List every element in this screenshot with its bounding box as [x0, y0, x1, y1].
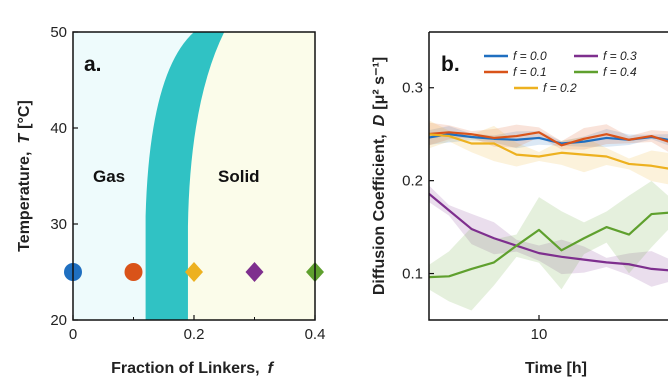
y-axis-label-b: Diffusion Coefficient, D [μ² s⁻¹] [371, 57, 388, 295]
y-axis-label-b-text: Diffusion Coefficient, [371, 134, 388, 295]
y-axis-label-a-symbol: T [16, 133, 33, 144]
y-tick-label-b: 0.2 [402, 173, 423, 190]
region-label-solid: Solid [218, 167, 260, 186]
x-axis-label-a-symbol: f [268, 360, 275, 377]
series-line-0 [429, 133, 668, 145]
y-tick-label-a: 50 [50, 24, 67, 41]
x-tick-label-a: 0.4 [305, 326, 326, 343]
x-tick-label-a: 0.2 [184, 326, 205, 343]
axis-ticks-b: 10200.10.20.3 [402, 80, 548, 343]
y-tick-label-a: 20 [50, 312, 67, 329]
panel-label-b: b. [441, 53, 460, 76]
series-lines [429, 131, 668, 279]
legend: f = 0.0 f = 0.1 f = 0.2 f = 0.3 f = 0.4 [484, 49, 637, 95]
point-marker-1 [124, 263, 143, 281]
point-marker-2 [185, 262, 203, 282]
y-tick-label-b: 0.1 [402, 266, 423, 283]
series-line-4 [429, 211, 668, 279]
plot-frame-b [428, 31, 668, 321]
legend-label-0: f = 0.0 [513, 49, 547, 63]
phase-boundary-band [145, 32, 225, 320]
confidence-band-3 [429, 185, 668, 287]
legend-label-3: f = 0.3 [603, 49, 637, 63]
panel-b-diffusion: 10200.10.20.3 b. f = 0.0f = 0.1f = 0.2f … [371, 31, 668, 377]
y-tick-label-a: 30 [50, 216, 67, 233]
legend-label-1: f = 0.1 [513, 65, 547, 79]
y-axis-label-a-text: Temperature, [16, 152, 33, 252]
series-line-3 [429, 192, 668, 272]
plot-background-b [429, 32, 668, 320]
x-axis-label-a-text: Fraction of Linkers, [111, 360, 259, 377]
series-line-1 [429, 131, 668, 147]
region-gas [73, 32, 194, 320]
x-axis-label-a: Fraction of Linkers, f [111, 360, 274, 377]
y-axis-label-a-unit: [°C] [16, 100, 33, 129]
y-axis-label-b-symbol: D [371, 114, 388, 126]
point-marker-3 [245, 262, 264, 282]
x-tick-label-b: 10 [531, 326, 548, 343]
series-line-2 [429, 133, 668, 170]
legend-label-2: f = 0.2 [543, 81, 577, 95]
y-axis-label-b-unit: [μ² s⁻¹] [371, 57, 388, 110]
panel-label-a: a. [84, 53, 102, 76]
legend-label-4: f = 0.4 [603, 65, 637, 79]
y-tick-label-b: 0.3 [402, 80, 423, 97]
y-axis-label-a: Temperature, T [°C] [16, 100, 33, 252]
region-label-gas: Gas [93, 167, 125, 186]
confidence-band-4 [429, 180, 668, 311]
x-axis-label-b: Time [h] [525, 360, 587, 377]
y-tick-label-a: 40 [50, 120, 67, 137]
axis-ticks-a: 0 0.2 0.4 20 30 40 50 [50, 24, 325, 343]
x-tick-label-a: 0 [69, 326, 77, 343]
panel-a-phase-diagram: 0 0.2 0.4 20 30 40 50 a. Gas Solid Fraction of… [16, 24, 325, 377]
